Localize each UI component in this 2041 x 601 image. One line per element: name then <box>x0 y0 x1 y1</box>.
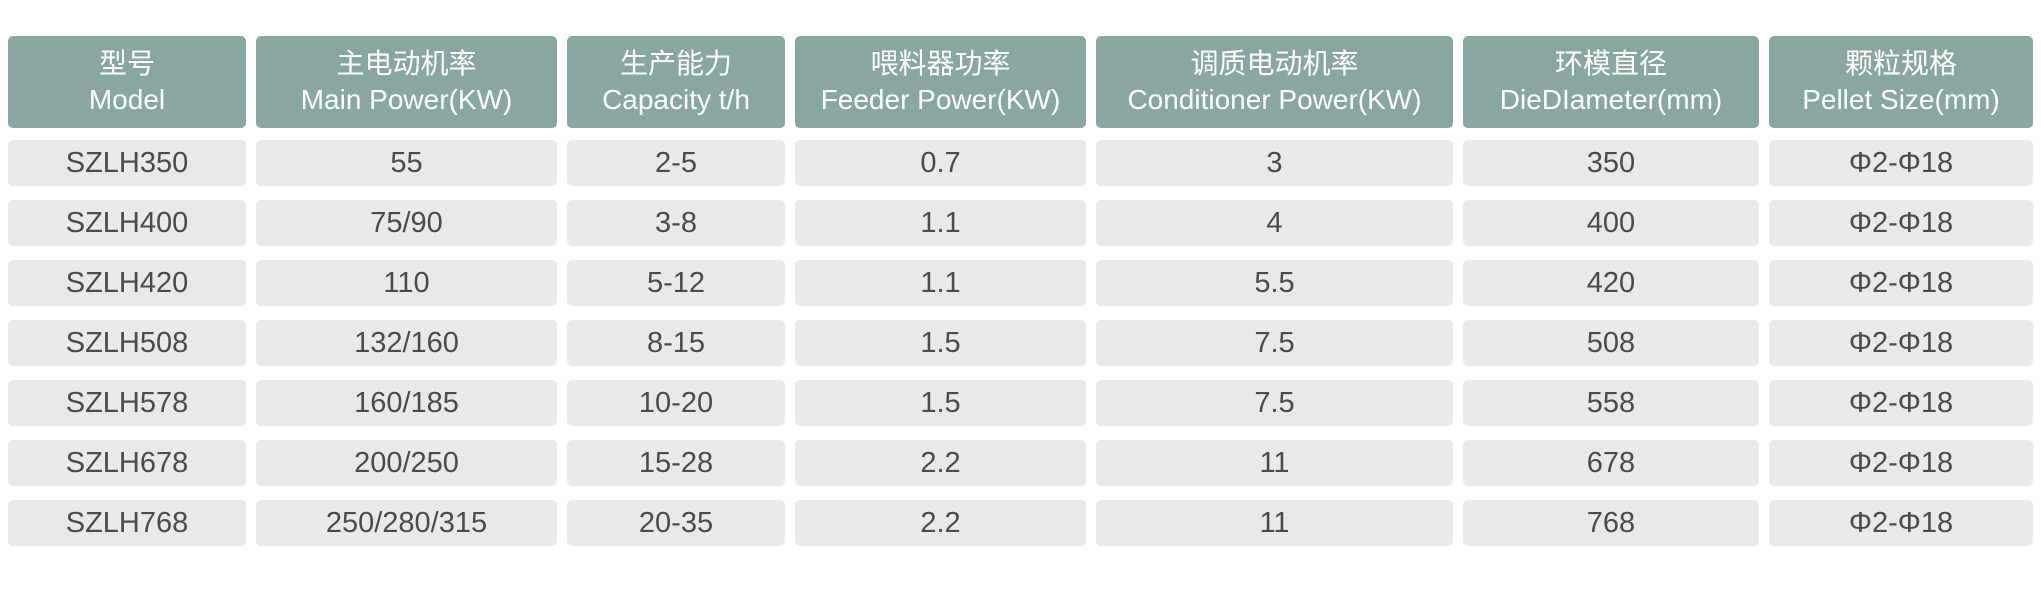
cell-model: SZLH350 <box>8 140 246 186</box>
cell-die-diameter: 508 <box>1463 320 1759 366</box>
cell-conditioner-power: 11 <box>1096 500 1453 546</box>
header-conditioner-power-zh: 调质电动机率 <box>1190 48 1359 79</box>
header-feeder-power-zh: 喂料器功率 <box>870 48 1011 79</box>
header-feeder-power: 喂料器功率 Feeder Power(KW) <box>795 36 1086 128</box>
header-die-diameter: 环模直径 DieDIameter(mm) <box>1463 36 1759 128</box>
header-capacity-en: Capacity t/h <box>602 84 750 115</box>
cell-capacity: 5-12 <box>567 260 785 306</box>
cell-feeder-power: 1.1 <box>795 260 1086 306</box>
header-conditioner-power-en: Conditioner Power(KW) <box>1127 84 1422 115</box>
cell-die-diameter: 350 <box>1463 140 1759 186</box>
cell-feeder-power: 0.7 <box>795 140 1086 186</box>
cell-capacity: 10-20 <box>567 380 785 426</box>
cell-pellet-size: Φ2-Φ18 <box>1769 140 2033 186</box>
table-row: SZLH578 160/185 10-20 1.5 7.5 558 Φ2-Φ18 <box>8 380 2033 426</box>
table-row: SZLH420 110 5-12 1.1 5.5 420 Φ2-Φ18 <box>8 260 2033 306</box>
cell-main-power: 250/280/315 <box>256 500 557 546</box>
cell-die-diameter: 420 <box>1463 260 1759 306</box>
cell-main-power: 55 <box>256 140 557 186</box>
cell-main-power: 132/160 <box>256 320 557 366</box>
cell-model: SZLH420 <box>8 260 246 306</box>
header-die-diameter-en: DieDIameter(mm) <box>1499 84 1723 115</box>
cell-conditioner-power: 3 <box>1096 140 1453 186</box>
table-row: SZLH678 200/250 15-28 2.2 11 678 Φ2-Φ18 <box>8 440 2033 486</box>
cell-pellet-size: Φ2-Φ18 <box>1769 260 2033 306</box>
table-row: SZLH508 132/160 8-15 1.5 7.5 508 Φ2-Φ18 <box>8 320 2033 366</box>
header-main-power-zh: 主电动机率 <box>336 48 477 79</box>
cell-feeder-power: 2.2 <box>795 440 1086 486</box>
cell-conditioner-power: 11 <box>1096 440 1453 486</box>
cell-die-diameter: 558 <box>1463 380 1759 426</box>
cell-capacity: 20-35 <box>567 500 785 546</box>
cell-model: SZLH508 <box>8 320 246 366</box>
header-model: 型号 Model <box>8 36 246 128</box>
table-row: SZLH400 75/90 3-8 1.1 4 400 Φ2-Φ18 <box>8 200 2033 246</box>
table-header-row: 型号 Model 主电动机率 Main Power(KW) 生产能力 Capac… <box>8 36 2033 128</box>
header-pellet-size-zh: 颗粒规格 <box>1844 48 1957 79</box>
cell-feeder-power: 1.5 <box>795 320 1086 366</box>
cell-main-power: 110 <box>256 260 557 306</box>
cell-die-diameter: 768 <box>1463 500 1759 546</box>
cell-main-power: 200/250 <box>256 440 557 486</box>
cell-conditioner-power: 7.5 <box>1096 380 1453 426</box>
header-capacity-zh: 生产能力 <box>619 48 732 79</box>
cell-conditioner-power: 4 <box>1096 200 1453 246</box>
cell-die-diameter: 400 <box>1463 200 1759 246</box>
header-model-zh: 型号 <box>98 48 155 79</box>
cell-pellet-size: Φ2-Φ18 <box>1769 500 2033 546</box>
header-capacity: 生产能力 Capacity t/h <box>567 36 785 128</box>
table-row: SZLH768 250/280/315 20-35 2.2 11 768 Φ2-… <box>8 500 2033 546</box>
header-pellet-size-en: Pellet Size(mm) <box>1802 84 2000 115</box>
cell-model: SZLH678 <box>8 440 246 486</box>
header-conditioner-power: 调质电动机率 Conditioner Power(KW) <box>1096 36 1453 128</box>
cell-model: SZLH768 <box>8 500 246 546</box>
cell-capacity: 15-28 <box>567 440 785 486</box>
cell-die-diameter: 678 <box>1463 440 1759 486</box>
table-body: SZLH350 55 2-5 0.7 3 350 Φ2-Φ18 SZLH400 … <box>8 140 2033 546</box>
cell-pellet-size: Φ2-Φ18 <box>1769 200 2033 246</box>
cell-conditioner-power: 5.5 <box>1096 260 1453 306</box>
pellet-mill-spec-table: 型号 Model 主电动机率 Main Power(KW) 生产能力 Capac… <box>8 36 2033 546</box>
cell-feeder-power: 2.2 <box>795 500 1086 546</box>
cell-capacity: 3-8 <box>567 200 785 246</box>
cell-conditioner-power: 7.5 <box>1096 320 1453 366</box>
cell-feeder-power: 1.5 <box>795 380 1086 426</box>
cell-model: SZLH400 <box>8 200 246 246</box>
cell-main-power: 160/185 <box>256 380 557 426</box>
cell-capacity: 8-15 <box>567 320 785 366</box>
cell-pellet-size: Φ2-Φ18 <box>1769 380 2033 426</box>
header-die-diameter-zh: 环模直径 <box>1554 48 1667 79</box>
table-row: SZLH350 55 2-5 0.7 3 350 Φ2-Φ18 <box>8 140 2033 186</box>
cell-main-power: 75/90 <box>256 200 557 246</box>
cell-pellet-size: Φ2-Φ18 <box>1769 440 2033 486</box>
header-main-power-en: Main Power(KW) <box>300 84 513 115</box>
cell-pellet-size: Φ2-Φ18 <box>1769 320 2033 366</box>
cell-feeder-power: 1.1 <box>795 200 1086 246</box>
header-pellet-size: 颗粒规格 Pellet Size(mm) <box>1769 36 2033 128</box>
header-main-power: 主电动机率 Main Power(KW) <box>256 36 557 128</box>
header-feeder-power-en: Feeder Power(KW) <box>820 84 1061 115</box>
cell-capacity: 2-5 <box>567 140 785 186</box>
header-model-en: Model <box>88 84 166 115</box>
cell-model: SZLH578 <box>8 380 246 426</box>
